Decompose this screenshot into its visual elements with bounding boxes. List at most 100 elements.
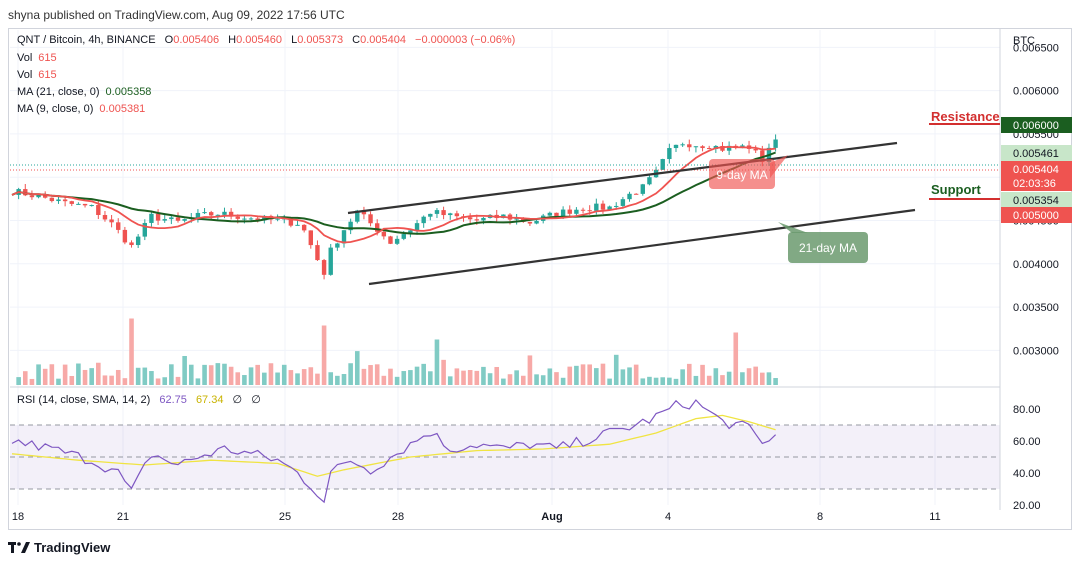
volume-bar <box>208 365 214 385</box>
legend-ma9[interactable]: MA (9, close, 0) 0.005381 <box>17 103 145 115</box>
volume-bar <box>487 373 493 385</box>
volume-bar <box>547 368 553 385</box>
volume-bar <box>235 372 241 385</box>
volume-bar <box>421 363 426 385</box>
volume-bar <box>162 377 168 385</box>
candle-body <box>640 184 645 194</box>
volume-bar <box>288 370 294 385</box>
candle-body <box>474 219 479 221</box>
badge-last-bg <box>1001 161 1072 191</box>
candle-body <box>135 236 141 246</box>
candle-body <box>49 197 55 202</box>
candle-body <box>547 212 553 216</box>
volume-bar <box>773 378 778 385</box>
volume-bar <box>202 364 207 385</box>
rsi-value: 62.75 <box>159 394 187 406</box>
volume-bar <box>580 364 586 385</box>
candle-body <box>633 193 639 195</box>
candle-body <box>408 230 413 235</box>
volume-bar <box>301 369 307 385</box>
candle-body <box>667 148 672 160</box>
candle-body <box>235 216 240 219</box>
legend-ohlc[interactable]: QNT / Bitcoin, 4h, BINANCE O0.005406 H0.… <box>17 34 515 46</box>
volume-bar <box>647 376 652 385</box>
volume-bar <box>394 376 400 385</box>
currency-label: BTC <box>1013 35 1035 47</box>
badge-support: 0.005000 <box>1013 210 1059 222</box>
volume-bar <box>600 363 606 385</box>
rsi-tick-label: 20.00 <box>1013 500 1041 512</box>
candle-body <box>102 214 108 220</box>
candle-body <box>534 220 539 224</box>
volume-bar <box>135 367 141 385</box>
candle-body <box>680 144 685 146</box>
rsi-line <box>11 399 777 504</box>
candle-body <box>607 206 612 210</box>
candle-body <box>43 194 48 198</box>
candle-body <box>726 145 732 151</box>
legend-vol-1[interactable]: Vol 615 <box>17 52 57 64</box>
volume-bar <box>182 355 187 385</box>
candle-body <box>567 209 572 214</box>
volume-bar <box>534 374 539 385</box>
volume-bar <box>401 371 407 385</box>
candle-body <box>69 201 74 204</box>
volume-bar <box>155 378 161 385</box>
volume-bar <box>640 378 646 385</box>
volume-bar <box>720 375 725 385</box>
volume-bar <box>680 369 685 385</box>
footer-brand[interactable]: TradingView <box>8 540 110 555</box>
candle-body <box>454 213 460 217</box>
volume-bar <box>507 374 513 385</box>
candle-body <box>720 145 725 151</box>
candle-body <box>96 205 101 215</box>
volume-bar <box>315 373 320 385</box>
volume-bar <box>501 378 506 385</box>
candle-body <box>687 144 692 148</box>
axes: BTC0.0065000.0060000.0055000.0050000.004… <box>12 28 1072 523</box>
legend-close: C0.005404 <box>352 34 406 46</box>
ma21-tag-bg <box>788 232 868 263</box>
volume-bar <box>467 370 473 385</box>
ma21-tag-pointer <box>778 222 808 233</box>
volume-bar <box>16 377 21 385</box>
candle-body <box>753 148 758 151</box>
candle-body <box>574 209 579 214</box>
volume-bar <box>341 374 347 385</box>
volume-bar <box>461 370 466 385</box>
candle-body <box>693 146 699 148</box>
badge-high-bg <box>1001 145 1072 161</box>
volume-bar <box>142 367 148 385</box>
candle-body <box>222 211 227 215</box>
candle-body <box>142 222 147 237</box>
ma21-value: 0.005358 <box>105 86 152 98</box>
legend-ma21[interactable]: MA (21, close, 0) 0.005358 <box>17 86 151 98</box>
candle-body <box>175 217 181 221</box>
rsi-label: RSI (14, close, SMA, 14, 2) <box>17 394 151 406</box>
badge-resistance: 0.006000 <box>1013 120 1059 132</box>
candle-body <box>242 218 247 220</box>
candle-body <box>401 234 406 239</box>
candle-body <box>554 212 559 217</box>
legend-rsi[interactable]: RSI (14, close, SMA, 14, 2) 62.75 67.34 … <box>17 393 261 406</box>
volume-bar <box>388 368 393 385</box>
channel-upper-line <box>347 141 898 215</box>
legend-vol-2[interactable]: Vol 615 <box>17 69 57 81</box>
candle-body <box>308 230 313 246</box>
candle-body <box>614 205 619 207</box>
candle-body <box>315 245 320 261</box>
volume-bar <box>594 368 599 385</box>
candle-body <box>155 213 161 221</box>
candle-body <box>116 222 121 230</box>
candle-body <box>587 210 592 212</box>
price-tick-label: 0.003000 <box>1013 345 1059 357</box>
price-tick-label: 0.004000 <box>1013 259 1059 271</box>
volume-bar <box>42 368 48 385</box>
badge-last: 0.005404 <box>1013 164 1059 176</box>
volume-bar <box>693 375 699 385</box>
candle-body <box>394 238 400 244</box>
chart-frame[interactable] <box>8 28 1072 530</box>
candle-body <box>129 242 134 246</box>
candle-body <box>560 209 566 217</box>
